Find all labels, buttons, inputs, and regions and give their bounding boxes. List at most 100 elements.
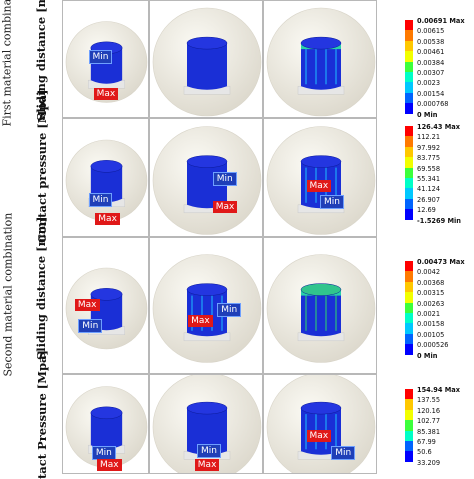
legend-label: 33.209 xyxy=(417,458,441,467)
surface-band xyxy=(305,167,307,203)
legend-label: 85.381 xyxy=(417,427,441,436)
cylinder-top xyxy=(300,155,342,168)
cylinder-top xyxy=(300,401,342,415)
cylinder-top xyxy=(300,283,342,296)
legend-swatch xyxy=(405,72,413,83)
result-cell-r2-c2: Min Max xyxy=(149,118,263,237)
surface-band xyxy=(335,49,337,85)
legend-swatch xyxy=(405,209,413,220)
legend-swatch xyxy=(405,188,413,199)
min-marker: Min xyxy=(88,192,113,207)
legend-label: 83.775 xyxy=(417,154,441,163)
legend-label: 120.16 xyxy=(417,406,441,415)
max-marker: Max xyxy=(95,212,120,225)
legend-swatch xyxy=(405,430,413,441)
result-cell-r4-c2: Min Max xyxy=(149,374,263,474)
legend-label: 0.000526 xyxy=(417,341,449,350)
surface-band xyxy=(315,49,317,85)
legend-label: 0.000768 xyxy=(417,100,449,109)
min-marker: Min xyxy=(320,195,344,210)
cylinder-top xyxy=(300,36,342,50)
legend-swatch xyxy=(405,451,413,462)
surface-band xyxy=(305,49,307,85)
result-cell-r1-c2 xyxy=(149,0,263,118)
legend-swatch xyxy=(405,323,413,334)
legend-swatch xyxy=(405,82,413,93)
legend-label: 67.99 xyxy=(417,438,436,446)
legend-swatch xyxy=(405,420,413,431)
legend-label: 26.907 xyxy=(417,195,441,204)
result-cell-r3-c2: Min Max xyxy=(149,237,263,374)
legend-swatch xyxy=(405,271,413,282)
legend-label: 0.00538 xyxy=(417,37,445,46)
surface-band xyxy=(201,295,203,331)
max-marker: Max xyxy=(194,459,220,472)
legend-label: 137.55 xyxy=(417,396,441,405)
legend-swatch xyxy=(405,103,413,114)
legend-label: 0.0023 xyxy=(417,79,441,88)
legend-swatch xyxy=(405,146,413,158)
legend-swatch xyxy=(405,157,413,168)
min-marker: Min xyxy=(88,49,113,64)
legend-label: 0 Min xyxy=(417,351,438,360)
legend-label: 102.77 xyxy=(417,417,441,426)
legend-label: 0.00615 xyxy=(417,27,445,36)
legend-swatch xyxy=(405,178,413,189)
surface-band xyxy=(335,167,337,203)
cell-render xyxy=(152,126,262,235)
cylinder-body xyxy=(187,408,227,455)
surface-band xyxy=(191,295,193,331)
cylinder-body xyxy=(90,412,123,449)
cylinder-top xyxy=(186,401,228,415)
max-marker: Max xyxy=(97,459,122,472)
cell-render xyxy=(152,375,262,473)
legend-label: -1.5269 Min xyxy=(417,216,461,225)
legend-label: 12.69 xyxy=(417,206,436,215)
legend-label: 41.124 xyxy=(417,185,441,194)
row-label-4: tact Pressure [Mpa] xyxy=(35,350,49,479)
legend-swatch xyxy=(405,92,413,104)
cell-render xyxy=(266,7,376,117)
result-cell-r1-c3 xyxy=(263,0,377,118)
legend-swatch xyxy=(405,136,413,147)
cell-render xyxy=(266,254,376,363)
legend-label: 0.00473 Max xyxy=(417,258,465,266)
cylinder-top xyxy=(90,406,123,420)
legend-swatch xyxy=(405,20,413,31)
legend-label: 154.94 Max xyxy=(417,386,461,394)
legend-label: 0.00384 xyxy=(417,58,445,67)
legend-swatch xyxy=(405,389,413,400)
max-marker: Max xyxy=(74,298,100,311)
max-marker: Max xyxy=(306,179,332,192)
min-marker: Min xyxy=(331,445,356,460)
surface-band xyxy=(211,295,213,331)
legend-swatch xyxy=(405,344,413,355)
surface-band xyxy=(325,49,327,85)
legend-swatch xyxy=(405,409,413,421)
cylinder-top xyxy=(186,155,228,168)
legend-swatch xyxy=(405,399,413,410)
cell-render xyxy=(152,7,262,117)
cell-render xyxy=(152,254,262,363)
legend-swatch xyxy=(405,51,413,62)
result-cell-r4-c3: Min Max xyxy=(263,374,377,474)
legend-swatch xyxy=(405,333,413,345)
max-marker: Max xyxy=(93,88,119,100)
surface-band xyxy=(315,295,317,331)
legend-swatch xyxy=(405,30,413,41)
result-cell-r3-c1: Min Max xyxy=(62,237,149,374)
min-marker: Min xyxy=(197,443,222,458)
result-cell-r2-c1: Min Max xyxy=(62,118,149,237)
legend-label: 0.0021 xyxy=(417,310,441,318)
cell-render xyxy=(266,126,376,235)
legend-label: 50.6 xyxy=(417,448,432,457)
legend-label: 0.00307 xyxy=(417,69,445,77)
surface-band xyxy=(335,295,337,331)
legend-label: 0.00263 xyxy=(417,299,445,308)
legend-label: 0.0042 xyxy=(417,268,441,277)
legend-label: 97.992 xyxy=(417,143,441,152)
legend-swatch xyxy=(405,61,413,72)
legend-label: 0 Min xyxy=(417,110,438,119)
legend-swatch xyxy=(405,292,413,303)
legend-label: 0.00368 xyxy=(417,278,445,287)
